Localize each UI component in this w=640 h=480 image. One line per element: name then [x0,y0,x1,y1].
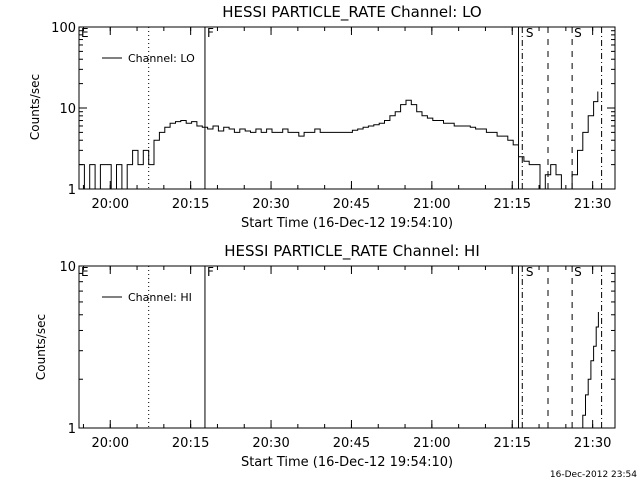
x-tick-label: 20:00 [92,436,129,451]
y-tick-label: 1 [68,422,76,437]
x-axis-label: Start Time (16-Dec-12 19:54:10) [241,455,453,470]
event-marker-label: S [574,26,582,40]
footer-date: 16-Dec-2012 23:54 [550,470,637,480]
event-marker-label: F [207,26,214,40]
x-tick-label: 20:45 [333,197,370,212]
x-axis-label: Start Time (16-Dec-12 19:54:10) [241,216,453,231]
legend-label: Channel: LO [128,52,195,65]
event-marker-label: S [574,265,582,279]
x-tick-label: 20:00 [92,197,129,212]
y-tick-label: 10 [59,102,76,117]
event-marker-label: E [81,265,89,279]
series-line [79,91,599,190]
x-tick-label: 21:30 [574,436,611,451]
y-tick-label: 100 [51,21,76,36]
event-marker-label: F [207,265,214,279]
event-marker-label: S [526,265,534,279]
top-panel: HESSI PARTICLE_RATE Channel: LO Start Ti… [28,3,616,231]
chart-title: HESSI PARTICLE_RATE Channel: LO [222,3,481,22]
chart-title: HESSI PARTICLE_RATE Channel: HI [224,242,480,261]
y-tick-label: 10 [59,260,76,275]
plot-frame [78,265,616,429]
y-axis-label: Counts/sec [34,314,48,380]
bottom-panel: HESSI PARTICLE_RATE Channel: HI Start Ti… [34,242,616,470]
x-tick-label: 21:00 [413,436,450,451]
x-tick-label: 21:00 [413,197,450,212]
x-tick-label: 20:15 [172,197,209,212]
event-marker-label: S [526,26,534,40]
x-tick-label: 20:15 [172,436,209,451]
y-tick-label: 1 [68,183,76,198]
legend-label: Channel: HI [128,291,192,304]
event-marker-label: E [81,26,89,40]
x-tick-label: 21:15 [494,436,531,451]
x-tick-label: 21:30 [574,197,611,212]
x-tick-label: 20:45 [333,436,370,451]
y-axis-label: Counts/sec [28,74,42,140]
x-tick-label: 20:30 [252,197,289,212]
x-tick-label: 20:30 [252,436,289,451]
series-line [580,312,599,429]
x-tick-label: 21:15 [494,197,531,212]
